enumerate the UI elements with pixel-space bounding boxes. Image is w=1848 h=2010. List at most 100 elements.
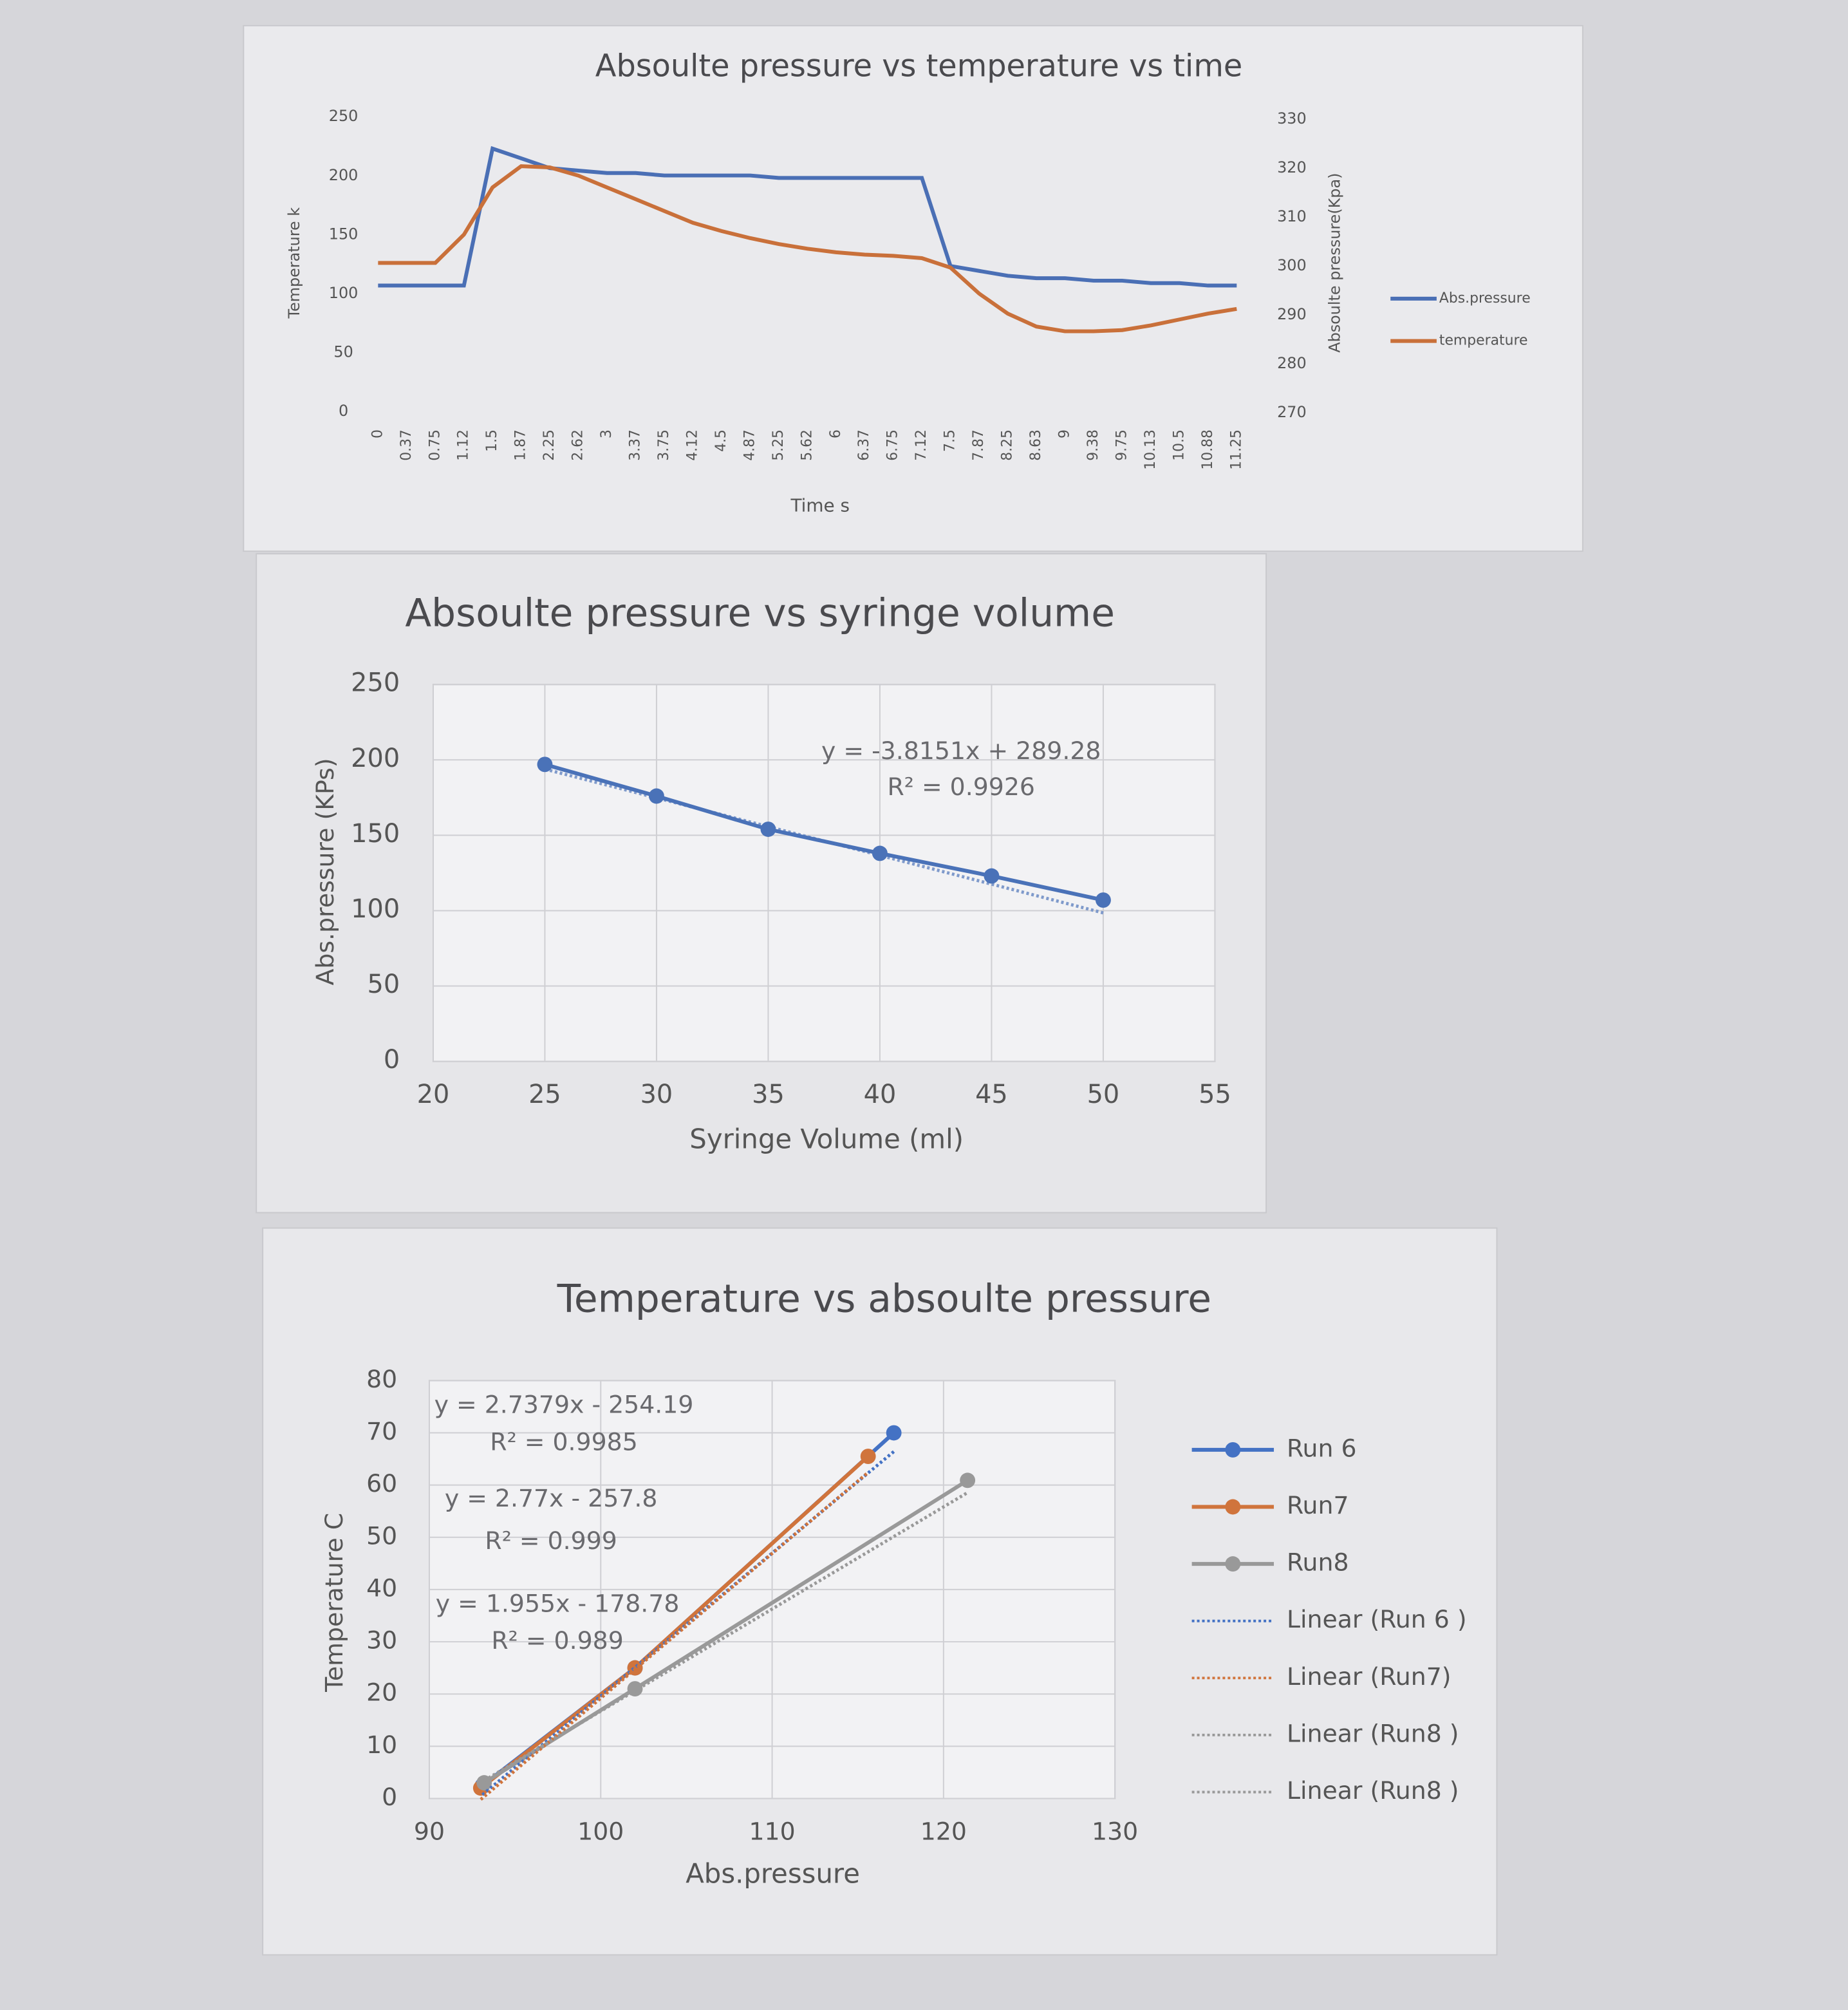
chart-panel [243,24,1583,552]
x-tick-label: 100 [577,1817,624,1846]
y-tick-label: 60 [366,1469,397,1498]
x-tick-label: 50 [1087,1080,1120,1109]
y-axis-label: Abs.pressure (KPs) [311,758,339,985]
y2-tick-label: 290 [1277,305,1307,323]
y-tick-label: 40 [366,1573,397,1602]
legend-label: Run8 [1287,1548,1349,1577]
trendline-equation: y = 2.7379x - 254.19 [434,1391,694,1419]
y-tick-label: 150 [329,225,359,243]
plot-area [432,684,1216,1062]
y-tick-label: 30 [366,1626,397,1655]
y-tick-label: 200 [351,744,400,773]
x-tick-label: 8.25 [1000,429,1016,461]
y2-tick-label: 310 [1277,207,1307,225]
x-tick-label: 2.62 [570,429,586,461]
legend-label: Abs.pressure [1439,290,1531,306]
x-tick-label: 7.12 [913,429,929,461]
legend-marker [1225,1556,1241,1572]
marker [537,756,553,773]
marker [476,1775,492,1791]
x-tick-label: 25 [528,1080,561,1109]
x-tick-label: 11.25 [1228,429,1244,470]
y-tick-label: 20 [366,1678,397,1707]
y-axis-label: Temperature C [320,1513,348,1693]
x-tick-label: 120 [920,1817,967,1846]
x-tick-label: 3.37 [628,429,644,461]
x-tick-label: 30 [640,1080,673,1109]
y2-axis-label: Absoulte pressure(Kpa) [1326,173,1344,353]
legend-label: Linear (Run 6 ) [1287,1605,1467,1633]
y-tick-label: 0 [384,1045,400,1075]
y-tick-label: 250 [351,668,400,698]
x-tick-label: 10.5 [1171,429,1187,461]
y-tick-label: 50 [333,343,353,361]
x-tick-label: 20 [417,1080,450,1109]
legend-marker [1225,1442,1241,1458]
x-axis-label: Abs.pressure [686,1857,860,1889]
x-tick-label: 35 [752,1080,785,1109]
y-tick-label: 70 [366,1417,397,1445]
y-axis-label: Temperature k [285,207,303,319]
x-tick-label: 10.13 [1143,429,1159,470]
trendline-equation: y = 1.955x - 178.78 [436,1589,680,1617]
x-tick-label: 3 [599,429,615,438]
trendline [480,1471,870,1801]
x-tick-label: 9.75 [1114,429,1130,461]
y2-tick-label: 280 [1277,354,1307,372]
y-tick-label: 80 [366,1365,397,1393]
legend-label: temperature [1439,333,1528,349]
x-tick-label: 6.37 [856,429,872,461]
marker [984,868,1000,884]
y-tick-label: 100 [351,894,400,924]
y-tick-label: 10 [366,1731,397,1759]
x-tick-label: 4.5 [713,429,729,452]
marker [649,788,664,804]
y-tick-label: 0 [339,402,348,420]
y2-tick-label: 320 [1277,158,1307,176]
legend-label: Run7 [1287,1491,1349,1519]
x-tick-label: 0.37 [398,429,415,461]
y-tick-label: 50 [368,970,400,999]
x-tick-label: 90 [414,1817,445,1846]
x-tick-label: 55 [1199,1080,1231,1109]
trendline-r2: R² = 0.999 [485,1526,617,1555]
x-tick-label: 1.12 [456,429,472,461]
chart-title: Absoulte pressure vs temperature vs time [595,49,1242,84]
marker [886,1425,902,1441]
y-tick-label: 100 [329,284,359,302]
legend-label: Linear (Run7) [1287,1662,1451,1691]
x-tick-label: 8.63 [1028,429,1044,461]
x-tick-label: 10.88 [1200,429,1216,470]
trendline-equation: y = 2.77x - 257.8 [445,1484,658,1512]
x-axis-label: Time s [790,494,850,516]
legend-label: Linear (Run8 ) [1287,1719,1459,1747]
legend-label: Linear (Run8 ) [1287,1776,1459,1805]
trendline-r2: R² = 0.989 [491,1626,623,1655]
x-tick-label: 5.25 [770,429,787,461]
x-tick-label: 40 [864,1080,897,1109]
x-tick-label: 9.38 [1085,429,1101,461]
y-tick-label: 200 [329,166,359,184]
y2-tick-label: 270 [1277,403,1307,421]
legend-marker [1225,1499,1241,1515]
x-tick-label: 5.62 [799,429,815,461]
trendline-r2: R² = 0.9926 [888,773,1035,801]
marker [1096,892,1111,908]
x-tick-label: 9 [1057,429,1073,438]
y-tick-label: 250 [329,107,359,125]
x-tick-label: 110 [749,1817,795,1846]
x-tick-label: 4.12 [684,429,700,461]
x-tick-label: 0.75 [427,429,443,461]
chart-title: Absoulte pressure vs syringe volume [405,591,1115,635]
x-tick-label: 0 [369,429,386,438]
legend-label: Run 6 [1287,1434,1357,1462]
x-tick-label: 1.87 [513,429,529,461]
x-tick-label: 2.25 [541,429,557,461]
y2-tick-label: 330 [1277,109,1307,127]
y-tick-label: 0 [382,1783,397,1811]
marker [760,822,776,837]
line-series [378,146,1237,288]
marker [872,845,888,861]
trendline-r2: R² = 0.9985 [490,1427,637,1456]
